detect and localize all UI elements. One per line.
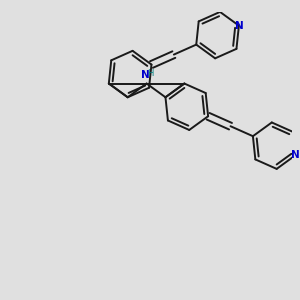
- Text: N: N: [291, 150, 300, 160]
- Text: N: N: [235, 21, 243, 31]
- Text: H: H: [148, 69, 154, 78]
- Text: N: N: [141, 70, 149, 80]
